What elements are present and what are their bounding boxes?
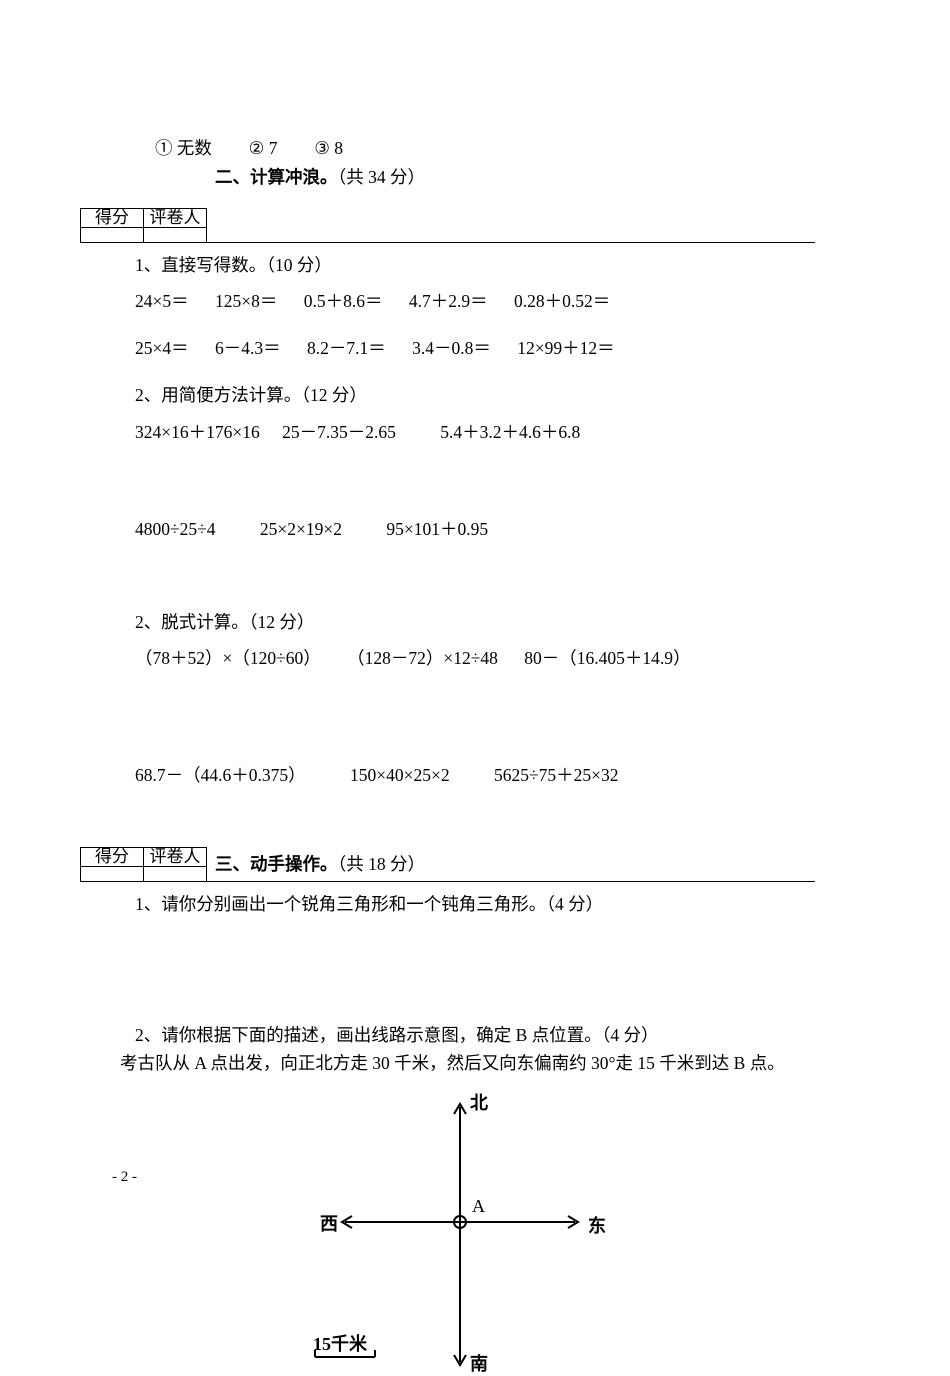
score-box-section2: 得分 评卷人 [80, 208, 207, 243]
s2q1-line1: 24×5＝ 125×8＝ 0.5＋8.6＝ 4.7＋2.9＝ 0.28＋0.52… [135, 288, 815, 313]
s2q3-line2: 68.7－（44.6＋0.375） 150×40×25×2 5625÷75＋25… [135, 762, 815, 787]
page-number: - 2 - [112, 1169, 137, 1186]
compass-diagram: 北 南 东 西 A 15千米 [310, 1092, 660, 1372]
s3q2-l2: 考古队从 A 点出发，向正北方走 30 千米，然后又向东偏南约 30°走 15 … [120, 1050, 815, 1076]
scorebox-col2: 评卷人 [144, 209, 207, 228]
section2-title: 二、计算冲浪。（共 34 分） [215, 164, 425, 189]
section2-title-rest: （共 34 分） [338, 167, 426, 187]
mc-options-line: ① 无数 ② 7 ③ 8 [155, 135, 815, 160]
s3q2-l1: 2、请你根据下面的描述，画出线路示意图，确定 B 点位置。（4 分） [135, 1022, 815, 1048]
compass-west: 西 [320, 1210, 338, 1236]
score-box-section3: 得分 评卷人 [80, 847, 207, 882]
section3-title-rest: （共 18 分） [338, 854, 426, 874]
scorebox-col1: 得分 [81, 209, 144, 228]
section2-title-bold: 二、计算冲浪。 [215, 167, 338, 187]
option-1: ① 无数 [155, 138, 212, 158]
s2q1-line2: 25×4＝ 6－4.3＝ 8.2－7.1＝ 3.4－0.8＝ 12×99＋12＝ [135, 335, 815, 360]
section3-title-bold: 三、动手操作。 [215, 854, 338, 874]
option-2: ② 7 [249, 138, 278, 158]
compass-east: 东 [588, 1212, 606, 1238]
compass-scale: 15千米 [313, 1330, 367, 1356]
s3q1: 1、请你分别画出一个锐角三角形和一个钝角三角形。（4 分） [135, 891, 815, 917]
section3-title: 三、动手操作。（共 18 分） [215, 851, 425, 876]
scorebox-col2-b: 评卷人 [144, 847, 207, 866]
s2q2-line2: 4800÷25÷4 25×2×19×2 95×101＋0.95 [135, 516, 815, 541]
option-3: ③ 8 [314, 138, 343, 158]
section2-rule [80, 242, 815, 243]
section3-rule [80, 881, 815, 882]
s2q2-prompt: 2、用简便方法计算。（12 分） [135, 382, 815, 408]
s2q1-prompt: 1、直接写得数。（10 分） [135, 252, 815, 278]
compass-A: A [472, 1196, 485, 1217]
s2q2-line1: 324×16＋176×16 25－7.35－2.65 5.4＋3.2＋4.6＋6… [135, 419, 815, 444]
s2q3-line1: （78＋52）×（120÷60） （128－72）×12÷48 80－（16.4… [135, 645, 815, 670]
compass-north: 北 [470, 1089, 488, 1115]
s2q3-prompt: 2、脱式计算。（12 分） [135, 609, 815, 635]
scorebox-col1-b: 得分 [81, 847, 144, 866]
compass-south: 南 [470, 1350, 488, 1376]
